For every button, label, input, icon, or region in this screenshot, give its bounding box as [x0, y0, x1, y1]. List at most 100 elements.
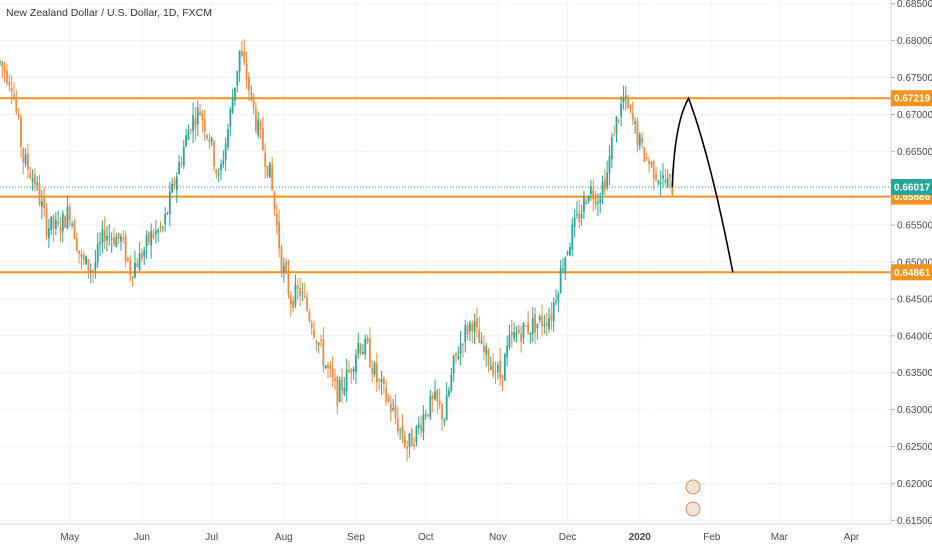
candle [27, 143, 29, 179]
candle [434, 379, 436, 401]
candle [45, 203, 48, 241]
candle [131, 275, 134, 287]
candle [380, 370, 383, 396]
candle [122, 230, 125, 244]
candle [178, 155, 181, 175]
time-axis[interactable]: May Jun Jul Aug Sep Oct Nov Dec 2020 Feb Mar Apr [60, 532, 860, 543]
candle [103, 216, 106, 250]
y-tick-label: 0.65000 [897, 258, 932, 269]
price-axis[interactable]: 0.61500 0.62000 0.62500 0.63000 0.63500 0.640… [891, 0, 932, 527]
chart-grid [0, 0, 891, 524]
candle [457, 346, 460, 361]
candle [324, 364, 327, 370]
candle [652, 159, 655, 190]
candle [585, 198, 588, 205]
x-tick-label: May [60, 532, 79, 543]
candle [392, 398, 395, 412]
candle [503, 352, 506, 381]
candle [3, 61, 6, 83]
candle [438, 388, 441, 410]
candle [210, 136, 213, 147]
candle [220, 159, 222, 181]
candle [496, 361, 499, 380]
candle [134, 250, 136, 279]
x-tick-label: Aug [275, 532, 293, 543]
candle [459, 330, 462, 366]
candle [22, 147, 25, 175]
x-tick-label: Mar [771, 532, 789, 543]
candle [194, 106, 197, 141]
candle [24, 148, 27, 168]
candle [548, 307, 550, 333]
event-marker-icon[interactable] [685, 501, 701, 517]
candle [631, 101, 634, 125]
candle [308, 308, 311, 323]
candle [445, 382, 448, 421]
candle [229, 106, 232, 137]
candle [271, 156, 274, 192]
candle [615, 116, 618, 143]
candle [557, 291, 560, 313]
candle [492, 353, 495, 379]
projection-curve[interactable] [671, 96, 734, 273]
candle [1, 60, 4, 78]
candle [622, 85, 625, 110]
y-tick-label: 0.62500 [897, 442, 932, 453]
candle [408, 432, 411, 458]
candle [443, 417, 446, 427]
candle [294, 274, 297, 308]
candle [96, 232, 99, 268]
candle [322, 327, 325, 373]
candle [576, 201, 578, 219]
candle [94, 249, 97, 279]
candle [185, 128, 188, 148]
candle [485, 343, 488, 367]
candle [357, 332, 360, 359]
candle [259, 118, 262, 139]
candle [543, 314, 546, 334]
candle [359, 343, 362, 356]
candle [166, 211, 169, 216]
candle [336, 375, 339, 415]
event-markers[interactable] [685, 479, 701, 517]
candle [255, 101, 257, 135]
candle [192, 102, 194, 143]
candle [99, 232, 101, 257]
candle [513, 322, 516, 342]
candle [583, 190, 585, 220]
candle [515, 325, 518, 343]
candle [264, 143, 267, 179]
candle [50, 216, 53, 236]
candle [401, 414, 404, 444]
candle [213, 139, 215, 171]
current-price-tag [891, 178, 932, 195]
candle [482, 335, 485, 361]
candle [634, 117, 636, 134]
event-marker-icon[interactable] [685, 479, 701, 495]
y-tick-label: 0.68500 [897, 0, 932, 10]
candle [29, 166, 32, 180]
candle [278, 209, 281, 258]
candle [527, 310, 529, 335]
candle [227, 123, 229, 151]
candle [541, 304, 543, 336]
projection-drawing[interactable] [671, 96, 734, 273]
candle [108, 224, 111, 246]
candle [273, 190, 276, 217]
candle [268, 162, 271, 178]
candle [40, 190, 43, 220]
candle [636, 117, 639, 153]
candle [487, 347, 490, 373]
candle [603, 169, 606, 196]
candle [101, 220, 104, 254]
support-resistance-levels[interactable] [0, 97, 891, 274]
candle [373, 361, 376, 377]
candle [147, 231, 150, 246]
candle [413, 437, 415, 450]
candle [338, 376, 341, 403]
candle [378, 378, 381, 390]
candle [71, 220, 74, 229]
candle [110, 232, 113, 253]
